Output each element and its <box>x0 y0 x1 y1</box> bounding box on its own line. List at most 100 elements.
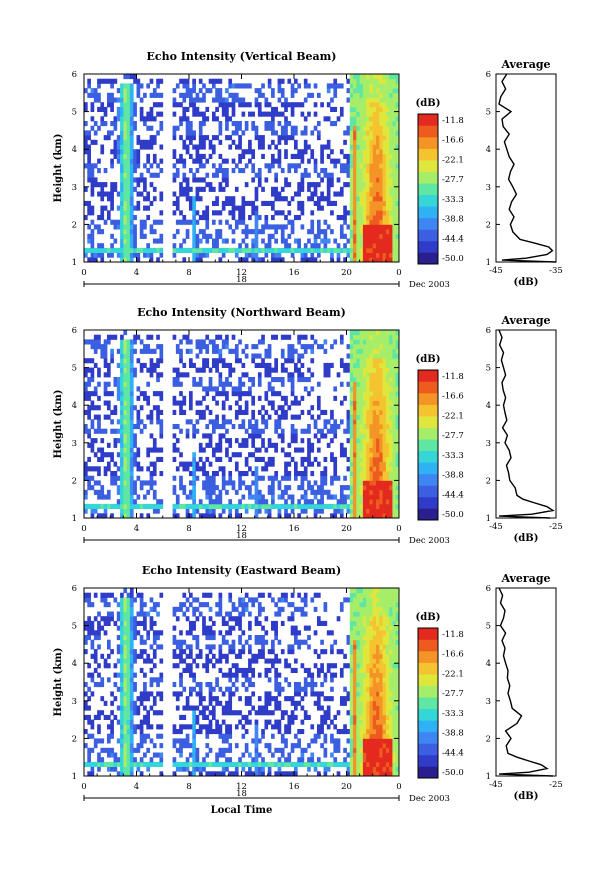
heatmap-cell <box>84 626 88 631</box>
heatmap-cell <box>320 159 324 164</box>
heatmap-cell <box>182 724 186 729</box>
heatmap-cell <box>353 234 357 239</box>
heatmap-cell <box>353 410 357 415</box>
heatmap-cell <box>268 243 272 248</box>
heatmap-cell <box>386 102 390 107</box>
heatmap-cell <box>130 485 134 490</box>
heatmap-cell <box>392 448 396 453</box>
heatmap-cell <box>176 126 180 131</box>
heatmap-cell <box>130 433 134 438</box>
heatmap-cell <box>350 187 354 192</box>
heatmap-cell <box>369 386 373 391</box>
heatmap-cell <box>186 182 190 187</box>
heatmap-cell <box>274 368 278 373</box>
heatmap-cell <box>137 748 141 753</box>
heatmap-cell <box>369 499 373 504</box>
heatmap-cell <box>353 149 357 154</box>
heatmap-cell <box>304 344 308 349</box>
heatmap-cell <box>228 626 232 631</box>
heatmap-cell <box>215 729 219 734</box>
heatmap-cell <box>258 490 262 495</box>
heatmap-cell <box>363 159 367 164</box>
heatmap-cell <box>383 424 387 429</box>
heatmap-cell <box>127 452 131 457</box>
heatmap-cell <box>373 93 377 98</box>
heatmap-cell <box>235 743 239 748</box>
heatmap-cell <box>366 344 370 349</box>
heatmap-cell <box>353 177 357 182</box>
heatmap-cell <box>386 224 390 229</box>
heatmap-cell <box>123 349 127 354</box>
heatmap-cell <box>301 448 305 453</box>
heatmap-cell <box>386 382 390 387</box>
heatmap-cell <box>123 649 127 654</box>
heatmap-cell <box>383 499 387 504</box>
heatmap-cell <box>209 154 213 159</box>
heatmap-cell <box>209 485 213 490</box>
heatmap-cell <box>347 88 351 93</box>
heatmap-cell <box>192 706 196 711</box>
heatmap-cell <box>123 206 127 211</box>
heatmap-cell <box>363 243 367 248</box>
heatmap-cell <box>350 130 354 135</box>
heatmap-cell <box>383 140 387 145</box>
heatmap-cell <box>176 738 180 743</box>
heatmap-cell <box>340 499 344 504</box>
heatmap-cell <box>137 504 141 509</box>
heatmap-cell <box>373 140 377 145</box>
colorbar-swatch <box>418 474 438 486</box>
heatmap-cell <box>284 140 288 145</box>
heatmap-cell <box>173 663 177 668</box>
heatmap-cell <box>376 121 380 126</box>
heatmap-cell <box>130 145 134 150</box>
heatmap-cell <box>356 112 360 117</box>
heatmap-cell <box>366 438 370 443</box>
heatmap-cell <box>205 424 209 429</box>
heatmap-cell <box>363 504 367 509</box>
heatmap-cell <box>360 504 364 509</box>
heatmap-cell <box>130 401 134 406</box>
heatmap-cell <box>228 509 232 514</box>
heatmap-cell <box>363 196 367 201</box>
heatmap-cell <box>104 372 108 377</box>
heatmap-cell <box>196 339 200 344</box>
heatmap-cell <box>143 224 147 229</box>
heatmap-cell <box>327 88 331 93</box>
heatmap-cell <box>130 626 134 631</box>
heatmap-cell <box>159 112 163 117</box>
heatmap-cell <box>123 93 127 98</box>
heatmap-cell <box>369 163 373 168</box>
heatmap-cell <box>281 135 285 140</box>
heatmap-cell <box>291 386 295 391</box>
heatmap-cell <box>225 126 229 131</box>
heatmap-cell <box>133 107 137 112</box>
heatmap-cell <box>353 74 357 79</box>
heatmap-cell <box>294 476 298 481</box>
heatmap-cell <box>389 196 393 201</box>
heatmap-cell <box>251 438 255 443</box>
heatmap-cell <box>107 644 111 649</box>
heatmap-cell <box>242 102 246 107</box>
heatmap-cell <box>271 159 275 164</box>
heatmap-cell <box>225 377 229 382</box>
heatmap-cell <box>232 368 236 373</box>
heatmap-cell <box>238 102 242 107</box>
heatmap-cell <box>274 107 278 112</box>
heatmap-cell <box>281 429 285 434</box>
heatmap-cell <box>192 490 196 495</box>
heatmap-cell <box>202 757 206 762</box>
heatmap-cell <box>127 429 131 434</box>
heatmap-cell <box>238 396 242 401</box>
heatmap-cell <box>242 471 246 476</box>
heatmap-cell <box>369 391 373 396</box>
heatmap-cell <box>347 159 351 164</box>
heatmap-cell <box>212 396 216 401</box>
heatmap-cell <box>373 210 377 215</box>
heatmap-cell <box>389 154 393 159</box>
heatmap-cell <box>317 485 321 490</box>
heatmap-cell <box>120 126 124 131</box>
heatmap-cell <box>232 159 236 164</box>
heatmap-cell <box>235 163 239 168</box>
heatmap-cell <box>314 424 318 429</box>
heatmap-cell <box>268 168 272 173</box>
